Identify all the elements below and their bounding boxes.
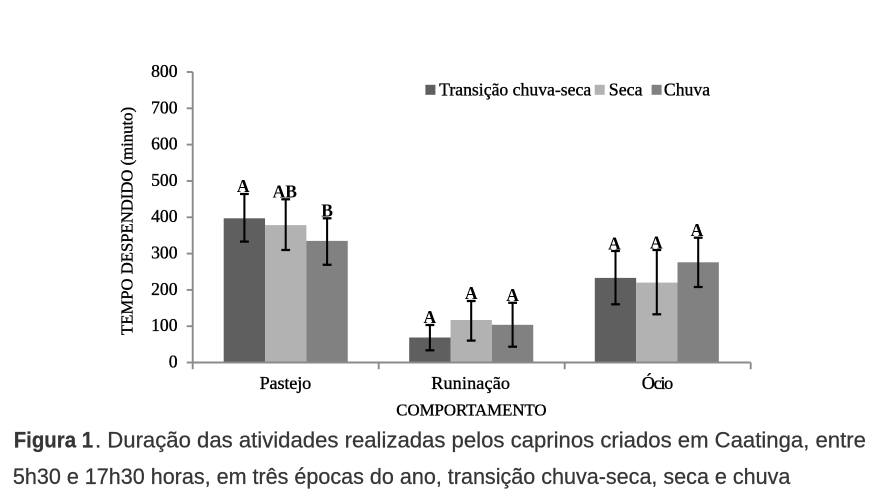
svg-text:Transição chuva-seca: Transição chuva-seca xyxy=(439,79,591,99)
svg-text:600: 600 xyxy=(151,134,178,154)
svg-text:Runinação: Runinação xyxy=(431,373,510,393)
svg-text:500: 500 xyxy=(151,170,178,190)
svg-text:A: A xyxy=(691,220,704,240)
svg-text:100: 100 xyxy=(151,315,178,335)
svg-text:A: A xyxy=(424,307,437,327)
svg-text:300: 300 xyxy=(151,243,178,263)
svg-text:A: A xyxy=(506,285,519,305)
svg-text:A: A xyxy=(608,233,621,253)
svg-text:Ócio: Ócio xyxy=(642,372,674,393)
svg-text:A: A xyxy=(465,283,478,303)
svg-text:700: 700 xyxy=(151,97,178,117)
svg-text:400: 400 xyxy=(151,206,178,226)
svg-text:Chuva: Chuva xyxy=(664,79,710,99)
svg-text:. Duração das atividades reali: . Duração das atividades realizadas pelo… xyxy=(95,427,866,452)
svg-text:5h30 e 17h30 horas, em três ép: 5h30 e 17h30 horas, em três épocas do an… xyxy=(13,464,791,489)
svg-text:0: 0 xyxy=(169,351,178,371)
svg-text:COMPORTAMENTO: COMPORTAMENTO xyxy=(396,400,546,419)
svg-text:Pastejo: Pastejo xyxy=(260,373,312,393)
svg-text:A: A xyxy=(650,232,663,252)
svg-text:AB: AB xyxy=(273,182,298,202)
svg-text:B: B xyxy=(321,201,333,221)
svg-text:Figura 1: Figura 1 xyxy=(14,427,93,452)
svg-text:800: 800 xyxy=(151,61,178,81)
svg-text:Seca: Seca xyxy=(609,79,643,99)
svg-text:TEMPO DESPENDIDO (minuto): TEMPO DESPENDIDO (minuto) xyxy=(118,107,137,335)
svg-text:200: 200 xyxy=(151,279,178,299)
svg-text:A: A xyxy=(237,176,250,196)
